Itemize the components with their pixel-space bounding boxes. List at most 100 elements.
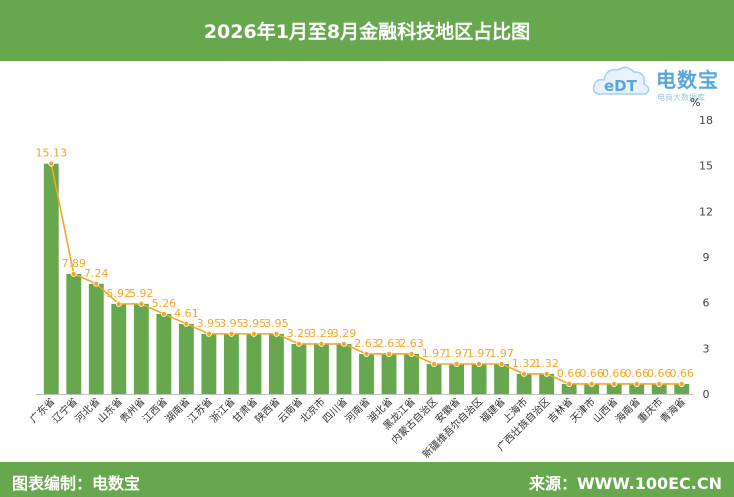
data-label: 3.95	[264, 317, 289, 330]
bar	[201, 333, 217, 394]
x-tick-label: 青海省	[657, 395, 687, 425]
trend-point	[93, 280, 100, 287]
y-tick-label: 9	[703, 251, 710, 264]
data-label: 3.95	[197, 317, 222, 330]
data-label: 3.29	[332, 327, 357, 340]
trend-point	[656, 380, 663, 387]
trend-point	[295, 340, 302, 347]
trend-point	[363, 350, 370, 357]
bar	[471, 364, 487, 394]
footer-credit: 图表编制：电数宝	[12, 474, 141, 493]
bar	[178, 323, 194, 394]
bar	[88, 283, 104, 394]
y-tick-label: 0	[703, 388, 710, 401]
chart-footer: 图表编制：电数宝 来源：WWW.100EC.CN	[0, 462, 734, 497]
data-label: 1.97	[422, 347, 447, 360]
bar	[133, 303, 149, 394]
bar	[223, 333, 239, 394]
data-label: 1.97	[489, 347, 514, 360]
data-label: 5.26	[152, 297, 177, 310]
data-label: 0.66	[557, 367, 582, 380]
bar	[606, 383, 622, 394]
y-tick-label: 18	[699, 114, 713, 127]
data-label: 7.24	[84, 267, 109, 280]
bar	[629, 383, 645, 394]
data-label: 0.66	[669, 367, 694, 380]
trend-point	[273, 330, 280, 337]
data-label: 0.66	[624, 367, 649, 380]
trend-point	[250, 330, 257, 337]
data-label: 1.32	[512, 357, 537, 370]
y-tick-label: 15	[699, 160, 713, 173]
bar	[516, 373, 532, 394]
logo-subtitle: 电商大数据库	[657, 93, 705, 102]
data-label: 3.29	[287, 327, 312, 340]
bar	[426, 364, 442, 394]
trend-point	[318, 340, 325, 347]
data-label: 0.66	[579, 367, 604, 380]
bar	[336, 343, 352, 394]
data-label: 0.66	[602, 367, 627, 380]
data-label: 3.95	[242, 317, 267, 330]
trend-point	[205, 330, 212, 337]
data-label: 3.29	[309, 327, 334, 340]
bar	[584, 383, 600, 394]
trend-point	[340, 340, 347, 347]
bar	[269, 333, 284, 394]
footer-source: 来源：WWW.100EC.CN	[528, 474, 722, 493]
data-label: 2.63	[377, 337, 402, 350]
bar	[494, 364, 510, 394]
logo-text: 电数宝	[656, 68, 719, 92]
trend-point	[431, 361, 438, 368]
bar	[359, 353, 374, 394]
bar	[561, 383, 577, 394]
bar	[314, 343, 329, 394]
trend-point	[453, 361, 460, 368]
data-label: 4.61	[174, 307, 199, 320]
data-label: 15.13	[36, 147, 68, 160]
bar	[43, 163, 59, 394]
trend-point	[70, 270, 77, 277]
trend-point	[611, 380, 618, 387]
trend-point	[115, 300, 122, 307]
chart-title: 2026年1月至8月金融科技地区占比图	[203, 21, 531, 43]
trend-point	[228, 330, 235, 337]
data-label: 7.89	[62, 257, 87, 270]
y-axis-unit: %	[690, 96, 701, 109]
trend-point	[183, 320, 190, 327]
data-label: 5.92	[129, 287, 154, 300]
bar	[291, 343, 307, 394]
edt-logo-icon: eDT	[592, 66, 650, 95]
trend-point	[498, 361, 505, 368]
trend-point	[521, 370, 528, 377]
trend-point	[633, 380, 640, 387]
trend-point	[566, 380, 573, 387]
bar	[651, 383, 667, 394]
bar	[449, 364, 464, 394]
data-label: 1.32	[534, 357, 559, 370]
logo-badge: eDT	[604, 77, 638, 95]
trend-point	[138, 300, 145, 307]
trend-point	[48, 160, 55, 167]
trend-point	[588, 380, 595, 387]
trend-point	[678, 380, 685, 387]
y-tick-label: 12	[699, 205, 713, 218]
data-label: 1.97	[444, 347, 469, 360]
bar	[111, 303, 127, 394]
data-label: 2.63	[399, 337, 424, 350]
trend-point	[408, 350, 415, 357]
data-label: 2.63	[354, 337, 379, 350]
trend-point	[386, 350, 393, 357]
trend-point	[543, 370, 550, 377]
data-label: 1.97	[467, 347, 492, 360]
y-tick-label: 6	[703, 297, 710, 310]
data-label: 5.92	[107, 287, 132, 300]
chart-header: 2026年1月至8月金融科技地区占比图	[0, 0, 734, 61]
bar	[404, 353, 419, 394]
bar	[66, 273, 82, 394]
trend-point	[160, 310, 167, 317]
y-tick-label: 3	[703, 342, 710, 355]
bar	[246, 333, 262, 394]
